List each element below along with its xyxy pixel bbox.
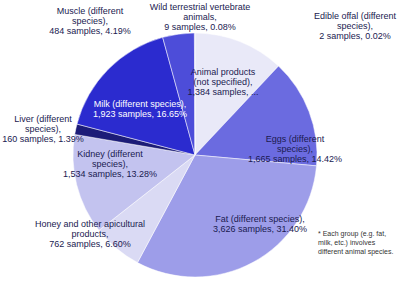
svg-text:Eggs (differentspecies),1,665: Eggs (differentspecies),1,665 samples, 1… bbox=[248, 134, 342, 164]
svg-text:Liver (differentspecies),160 s: Liver (differentspecies),160 samples, 1.… bbox=[8, 114, 84, 144]
svg-text:Honey and other apiculturalpro: Honey and other apiculturalproducts,762 … bbox=[35, 219, 145, 249]
svg-text:Milk (different species),1,923: Milk (different species),1,923 samples, … bbox=[93, 99, 187, 119]
svg-text:Fat (different species),3,626: Fat (different species),3,626 samples, 3… bbox=[213, 214, 307, 234]
svg-text:Kidney (differentspecies),1,53: Kidney (differentspecies),1,534 samples,… bbox=[63, 149, 157, 179]
svg-text:Animal products(not specified): Animal products(not specified),1,384 sam… bbox=[187, 67, 258, 97]
svg-text:* Each group (e.g. fat,milk, e: * Each group (e.g. fat,milk, etc.) invol… bbox=[318, 230, 393, 256]
svg-text:Muscle (differentspecies),484: Muscle (differentspecies),484 samples, 4… bbox=[49, 6, 131, 36]
svg-text:Wild terrestrial vertebrateani: Wild terrestrial vertebrateanimals,9 sam… bbox=[150, 2, 251, 32]
svg-text:Edible offal (differentspecies: Edible offal (differentspecies),2 sample… bbox=[314, 11, 397, 41]
